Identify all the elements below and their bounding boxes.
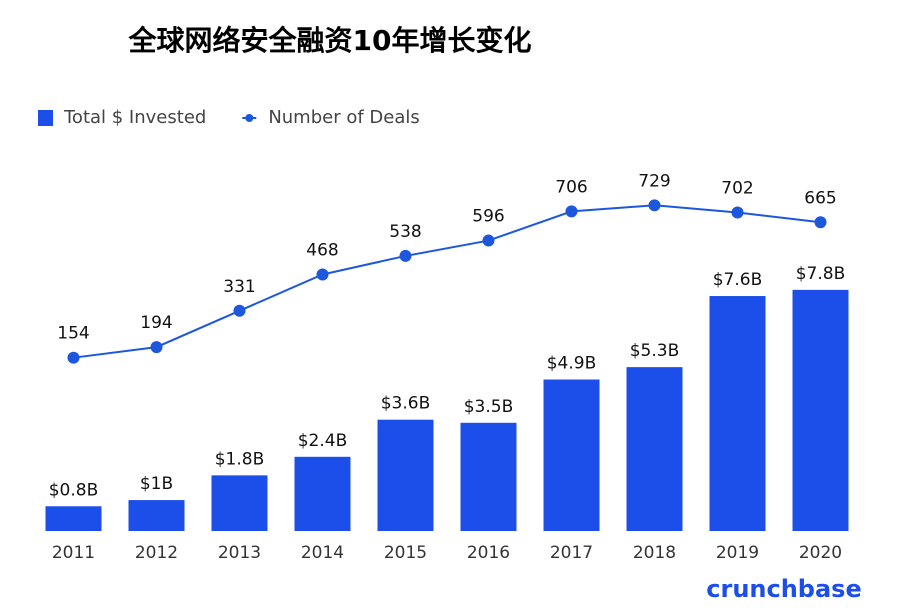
- data-label: 729: [638, 171, 670, 191]
- data-label: 538: [389, 222, 421, 242]
- data-label: $5.3B: [630, 341, 680, 361]
- point: [482, 234, 495, 247]
- data-label: $7.8B: [796, 264, 846, 284]
- data-label: $0.8B: [49, 480, 99, 500]
- bar: [543, 379, 600, 531]
- data-label: 702: [721, 178, 753, 198]
- data-label: 331: [223, 277, 255, 297]
- data-label: $7.6B: [713, 270, 763, 290]
- x-tick-label: 2014: [301, 543, 344, 563]
- bar: [792, 289, 849, 531]
- data-label: $1.8B: [215, 449, 265, 469]
- legend-marker: [245, 114, 254, 122]
- bar: [460, 422, 517, 531]
- x-tick-label: 2011: [52, 543, 95, 563]
- x-tick-label: 2012: [135, 543, 178, 563]
- data-label: 154: [57, 324, 89, 344]
- data-label: 665: [804, 188, 836, 208]
- point: [399, 249, 412, 262]
- x-tick-label: 2018: [633, 543, 676, 563]
- data-label: 194: [140, 313, 172, 333]
- data-label: 596: [472, 207, 504, 227]
- x-tick-label: 2016: [467, 543, 510, 563]
- legend-label: Number of Deals: [268, 107, 419, 128]
- data-label: $3.6B: [381, 394, 431, 414]
- legend-label: Total $ Invested: [63, 107, 206, 128]
- data-label: $3.5B: [464, 397, 514, 417]
- legend-marker: [38, 110, 53, 126]
- x-tick-label: 2019: [716, 543, 759, 563]
- x-tick-label: 2017: [550, 543, 593, 563]
- x-tick-label: 2013: [218, 543, 261, 563]
- x-tick-label: 2015: [384, 543, 427, 563]
- bar: [377, 419, 434, 531]
- point: [316, 268, 329, 281]
- bar: [211, 475, 268, 531]
- bar: [626, 367, 683, 531]
- bar: [45, 506, 102, 531]
- bar: [709, 296, 766, 531]
- point: [565, 205, 578, 218]
- x-tick-label: 2020: [799, 543, 842, 563]
- bar: [128, 500, 185, 531]
- point: [150, 341, 163, 354]
- source: crunchbase: [706, 575, 861, 603]
- data-label: $4.9B: [547, 354, 597, 374]
- point: [648, 199, 661, 212]
- data-label: 468: [306, 240, 338, 260]
- data-label: 706: [555, 177, 587, 197]
- bar: [294, 456, 351, 531]
- data-label: $2.4B: [298, 431, 348, 451]
- chart-title: 全球网络安全融资10年增长变化: [128, 24, 532, 57]
- line: [73, 204, 821, 359]
- point: [233, 304, 246, 317]
- point: [814, 216, 827, 229]
- point: [731, 206, 744, 219]
- data-label: $1B: [140, 474, 173, 494]
- point: [67, 351, 80, 364]
